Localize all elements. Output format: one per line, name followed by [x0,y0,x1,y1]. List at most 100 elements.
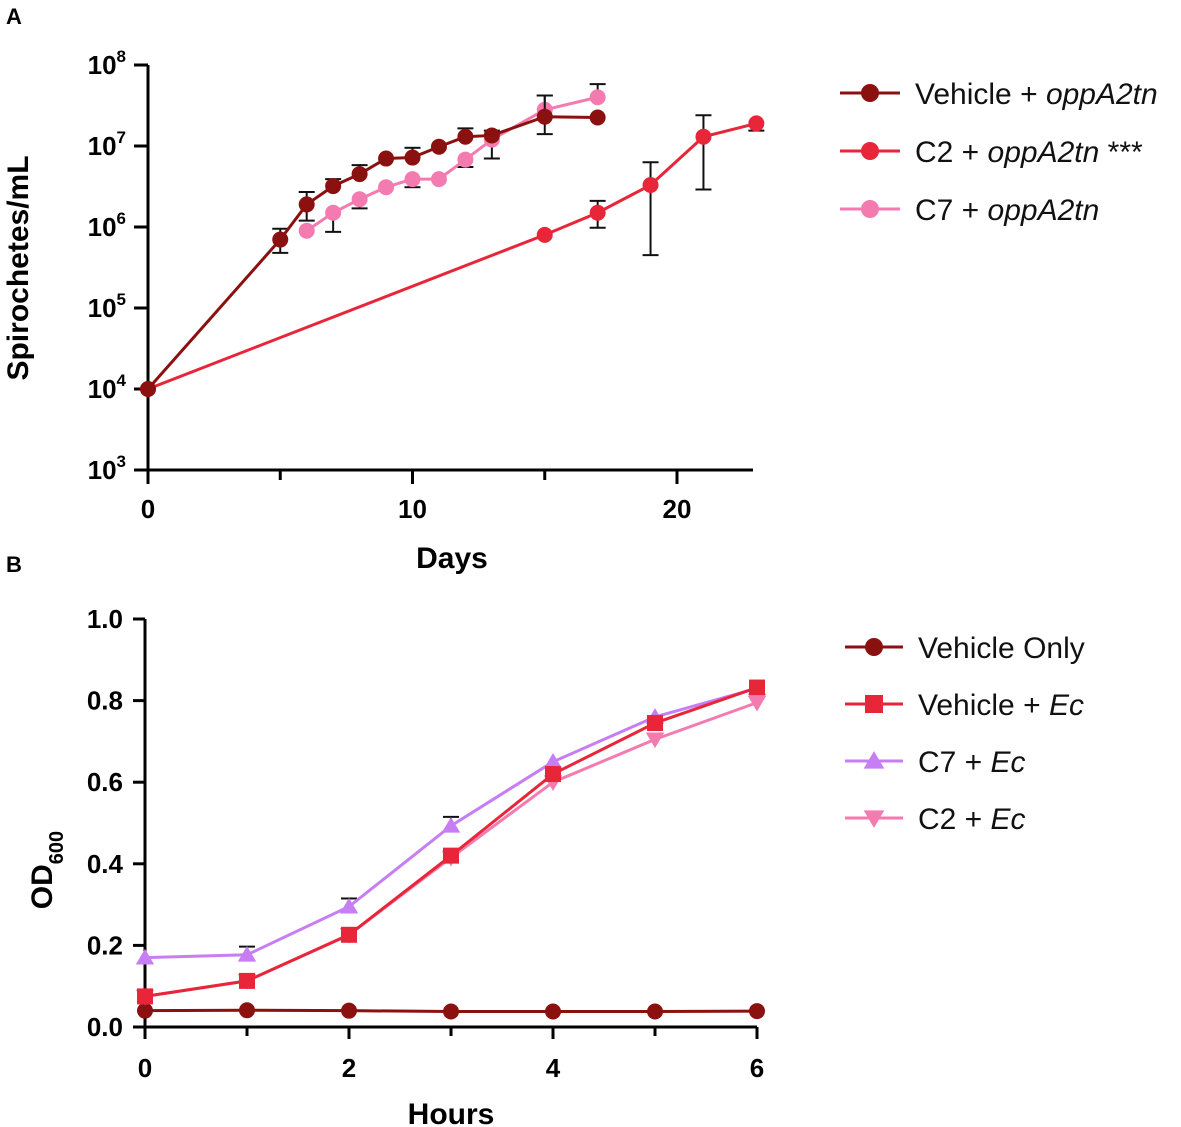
panel-b-data-point [749,1003,765,1020]
panel-a-data-point [404,171,421,188]
panel-b-data-point [341,926,357,943]
panel-a-series-line [146,115,598,390]
panel-a-data-point [589,109,606,126]
panel-b-x-tick-label: 2 [342,1053,356,1083]
panel-a-data-point [457,151,474,168]
panel-b-data-point [239,1002,255,1019]
panel-a-legend-item: C2 + oppA2tn *** [840,136,1143,169]
panel-b-y-tick-label: 0.6 [87,767,123,797]
panel-b-legend-item: Vehicle Only [845,632,1085,665]
panel-b-y-tick-label: 1.0 [87,604,123,634]
panel-b-series-1 [137,679,765,1005]
panel-a-data-point [589,204,606,221]
panel-a-data-point [483,127,500,144]
panel-b-x-tick-label: 4 [546,1053,561,1083]
panel-a-y-tick-label: 103 [88,452,126,485]
panel-b-legend-swatch-marker [865,638,883,656]
panel-b-data-point [239,972,255,989]
panel-b-data-point [441,817,461,833]
panel-a-series-1 [140,114,765,397]
panel-a-series-0 [140,94,606,397]
panel-b-legend-label: Vehicle + Ec [918,689,1084,722]
panel-a-legend-swatch-marker [861,142,879,160]
panel-b-y-tick-label: 0.2 [87,930,123,960]
panel-b-data-point [543,753,563,769]
panel-a-data-point [404,149,421,166]
panel-b-data-point [645,732,665,749]
panel-a-data-point [298,222,315,239]
panel-a-data-point [430,138,447,155]
panel-b-data-point [137,1002,153,1019]
panel-a-y-tick-label: 104 [88,371,127,404]
panel-a-data-point [748,115,765,132]
panel-b-x-axis-title: Hours [408,1098,495,1127]
panel-a-legend-item: Vehicle + oppA2tn [840,78,1158,111]
panel-b-x-tick-label: 0 [138,1053,152,1083]
panel-b-data-point [443,847,459,864]
panel-a-legend-label: C7 + oppA2tn [915,194,1099,227]
panel-b-label: B [6,552,22,577]
panel-b-legend-swatch-marker [865,695,883,713]
panel-a-y-tick-label: 105 [88,290,126,323]
panel-a-legend-item: C7 + oppA2tn [840,194,1099,227]
panel-a-data-point [325,178,342,195]
panel-a-label: A [6,4,22,29]
panel-b-axes: 0.0 0.2 0.4 0.6 0.8 1.0 0 2 4 6 [87,604,764,1083]
panel-b-data-point [749,679,765,696]
panel-a-data-point [272,231,289,248]
panel-b-chart: B 0.0 0.2 0.4 0.6 0.8 1.0 0 2 4 6 Hours OD600 Veh… [6,552,1085,1127]
panel-a-data-point [351,191,368,208]
panel-b-data-point [647,715,663,732]
panel-a-data-point [378,150,395,167]
panel-b-y-tick-label: 0.8 [87,686,123,716]
panel-a-data-point [298,196,315,213]
panel-b-data-point [237,945,257,962]
panel-b-series [135,679,767,1020]
panel-b-y-tick-label: 0.4 [87,849,124,879]
panel-b-legend-label: C2 + Ec [918,803,1026,836]
panel-a-series-2 [298,83,606,239]
panel-b-data-point [137,988,153,1005]
panel-a-series [140,83,765,397]
panel-a-data-point [695,128,712,145]
panel-a-x-tick-label: 0 [141,494,155,524]
panel-a-y-tick-label: 107 [88,128,126,161]
panel-b-data-point [341,1002,357,1019]
panel-b-y-tick-label: 0.0 [87,1012,123,1042]
panel-a-legend-swatch-marker [861,200,879,218]
panel-b-data-point [443,1003,459,1020]
panel-b-data-point [545,766,561,783]
panel-b-data-point [545,1003,561,1020]
panel-a-x-tick-label: 10 [398,494,427,524]
panel-a-data-point [457,128,474,145]
panel-a-data-point [325,204,342,221]
panel-b-series-2 [135,679,767,965]
panel-b-legend-label: C7 + Ec [918,746,1026,779]
panel-b-legend-item: Vehicle + Ec [845,689,1084,722]
panel-a-data-point [351,166,368,183]
panel-b-legend-label: Vehicle Only [918,632,1085,665]
panel-a-data-point [642,177,659,194]
panel-b-data-point [339,897,359,914]
panel-b-series-line [144,686,758,998]
panel-b-legend-swatch-marker [863,810,885,828]
panel-b-x-tick-label: 6 [750,1053,764,1083]
panel-b-data-point [747,695,767,712]
panel-a-data-point [140,381,156,397]
panel-a-legend-label: Vehicle + oppA2tn [915,78,1158,111]
panel-a-data-point [536,108,553,125]
panel-a-y-axis-title: Spirochetes/mL [2,155,35,380]
panel-a-series-line [147,121,757,391]
panel-b-legend-swatch-marker [863,751,885,769]
panel-b-y-axis-title: OD600 [26,831,68,909]
panel-b-series-0 [137,1002,765,1020]
panel-a-data-point [378,179,395,196]
panel-a-data-point [430,171,447,188]
panel-b-data-point [647,1003,663,1020]
panel-a-data-point [536,226,553,243]
panel-a-x-axis-title: Days [416,542,488,575]
panel-b-legend-item: C2 + Ec [845,803,1026,836]
panel-b-data-point [135,948,155,965]
panel-a-data-point [589,89,606,106]
